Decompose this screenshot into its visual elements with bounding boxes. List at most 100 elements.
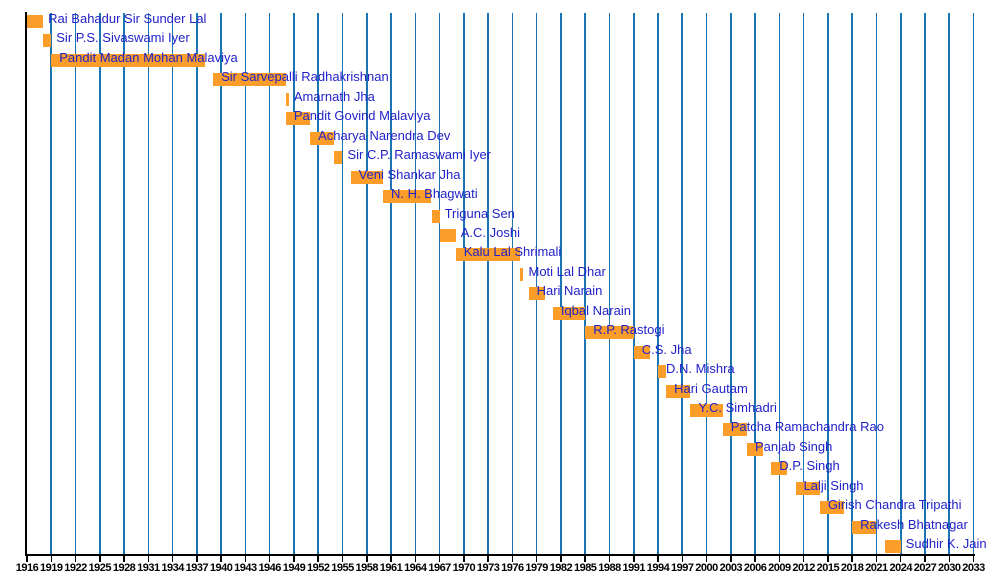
x-axis-tick	[293, 556, 295, 562]
timeline-bar	[520, 267, 524, 281]
gridline	[74, 13, 77, 554]
gridline	[171, 13, 174, 554]
x-axis-tick-label: 2021	[865, 562, 888, 574]
timeline-bar-label: R.P. Rastogi	[593, 322, 665, 338]
x-axis-tick	[268, 556, 271, 562]
gridline	[730, 13, 732, 554]
x-axis-tick-label: 1967	[428, 562, 451, 574]
timeline-bar-label: Triguna Sen	[444, 205, 515, 221]
x-axis-tick-label: 1937	[185, 562, 209, 574]
timeline-bar	[213, 73, 286, 87]
gridline	[608, 13, 611, 554]
x-axis-tick-label: 2030	[938, 562, 961, 574]
x-axis-tick-label: 1919	[40, 562, 63, 574]
x-axis-tick-label: 1991	[622, 562, 646, 574]
x-axis-tick-label: 1958	[355, 562, 379, 574]
gridline	[365, 13, 368, 554]
gridline	[584, 13, 586, 554]
timeline-bar-label: Iqbal Narain	[560, 302, 631, 318]
timeline-bar	[285, 92, 289, 106]
x-axis-tick	[560, 556, 562, 562]
x-axis-tick-label: 1982	[549, 562, 573, 574]
x-axis-tick	[244, 556, 247, 562]
x-axis-tick-label: 2006	[743, 562, 767, 574]
gridline	[875, 13, 878, 554]
gridline	[632, 13, 635, 554]
gridline	[802, 13, 805, 554]
x-axis-tick-label: 1934	[161, 562, 184, 574]
x-axis-tick	[875, 556, 878, 562]
x-axis-tick	[827, 556, 829, 562]
x-axis-tick	[50, 556, 53, 562]
gridline	[463, 13, 465, 554]
x-axis-tick-label: 1979	[525, 562, 548, 574]
timeline-bar	[285, 112, 311, 126]
timeline-bar-label: Pandit Madan Mohan Malaviya	[59, 49, 238, 65]
x-axis-tick	[147, 556, 150, 562]
gridline	[681, 13, 684, 554]
x-axis-tick-label: 1973	[476, 562, 500, 574]
timeline-bar-label: Moti Lal Dhar	[528, 263, 606, 279]
gridline	[220, 13, 222, 554]
x-axis-tick	[705, 556, 708, 562]
timeline-bar-label: Pandit Govind Malaviya	[293, 108, 431, 124]
x-axis-tick-label: 2009	[768, 562, 791, 574]
x-axis-tick	[26, 556, 28, 562]
timeline-bar-label: D.N. Mishra	[666, 361, 735, 377]
x-axis-tick	[220, 556, 222, 562]
timeline-bar	[528, 287, 545, 301]
x-axis-tick-label: 2003	[719, 562, 743, 574]
x-axis-tick	[487, 556, 489, 562]
timeline-bar-label: Rai Bahadur Sir Sunder Lal	[48, 11, 207, 26]
x-axis-tick	[657, 556, 659, 562]
gridline	[511, 13, 514, 554]
timeline-bar-label: Hari Gautam	[674, 380, 748, 396]
gridline	[244, 13, 247, 554]
timeline-bar-label: C.S. Jha	[641, 341, 692, 357]
x-axis-tick-label: 2012	[792, 562, 815, 574]
gridline	[341, 13, 344, 554]
timeline-bar-label: Sir Sarvepalli Radhakrishnan	[221, 69, 389, 85]
gridline	[414, 13, 417, 554]
gridline	[123, 13, 125, 554]
timeline-bar	[585, 326, 634, 340]
x-axis-tick	[584, 556, 586, 562]
gridline	[851, 13, 853, 554]
x-axis-tick-label: 1916	[15, 562, 39, 574]
gridline	[560, 13, 562, 554]
gridline	[196, 13, 198, 554]
gridline	[293, 13, 295, 554]
x-axis-tick	[317, 556, 319, 562]
timeline-bar	[795, 481, 820, 495]
x-axis-tick	[948, 556, 950, 562]
timeline-bar	[310, 131, 335, 145]
x-axis-tick-label: 2000	[695, 562, 718, 574]
timeline-bar	[884, 540, 901, 554]
x-axis-tick	[366, 556, 368, 562]
gridline	[827, 13, 829, 554]
x-axis-tick	[778, 556, 781, 562]
gridline	[657, 13, 659, 554]
x-axis-tick	[754, 556, 756, 562]
timeline-bar-label: Veni Shankar Jha	[358, 166, 461, 182]
x-axis-tick	[851, 556, 853, 562]
x-axis-tick-label: 1970	[452, 562, 476, 574]
timeline-bar-label: Panjab Singh	[755, 438, 833, 454]
x-axis-tick	[899, 556, 902, 562]
gridline	[317, 13, 320, 554]
x-axis-tick-label: 1928	[112, 562, 136, 574]
timeline-bar-label: Sudhir K. Jain	[905, 536, 987, 552]
x-axis-tick-label: 1997	[671, 562, 694, 574]
x-axis-tick	[196, 556, 198, 562]
timeline-bar	[27, 15, 44, 28]
timeline-bar	[43, 34, 52, 48]
x-axis-tick	[802, 556, 805, 562]
gridline	[535, 13, 538, 554]
x-axis-tick-label: 1994	[646, 562, 670, 574]
x-axis-tick	[924, 556, 926, 562]
x-axis-tick-label: 1949	[282, 562, 306, 574]
timeline-bar-label: Sir P.S. Sivaswami Iyer	[56, 30, 190, 46]
gridline	[268, 13, 271, 554]
x-axis-tick-label: 1952	[306, 562, 330, 574]
timeline-bar-label: Rakesh Bhatnagar	[860, 516, 968, 532]
